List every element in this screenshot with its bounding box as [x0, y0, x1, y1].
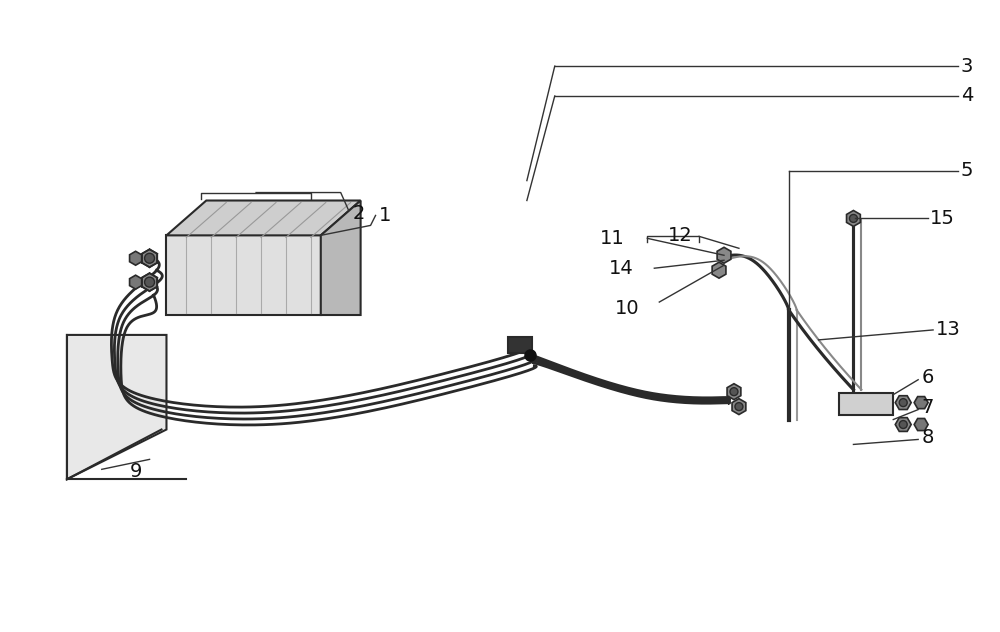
Polygon shape [712, 262, 726, 278]
Bar [839, 392, 893, 415]
Polygon shape [914, 397, 928, 409]
Polygon shape [732, 399, 746, 415]
Circle shape [145, 253, 155, 264]
Polygon shape [321, 200, 361, 315]
Polygon shape [166, 235, 321, 315]
Text: 6: 6 [921, 368, 934, 387]
Polygon shape [895, 396, 911, 410]
Text: 10: 10 [615, 298, 639, 317]
Circle shape [145, 277, 155, 287]
Polygon shape [727, 384, 741, 399]
Text: 2: 2 [353, 204, 365, 223]
Polygon shape [717, 247, 731, 264]
Polygon shape [895, 418, 911, 432]
Polygon shape [847, 210, 860, 226]
Polygon shape [166, 200, 361, 235]
Text: 11: 11 [600, 229, 624, 248]
Text: 9: 9 [130, 462, 142, 481]
Polygon shape [142, 249, 157, 267]
Text: 5: 5 [961, 161, 973, 180]
Text: 4: 4 [961, 87, 973, 106]
Circle shape [899, 399, 907, 406]
Polygon shape [914, 418, 928, 430]
Circle shape [735, 403, 743, 411]
Circle shape [730, 387, 738, 396]
Bar [508, 337, 532, 353]
Text: 8: 8 [921, 428, 934, 447]
Polygon shape [142, 273, 157, 291]
Circle shape [849, 214, 857, 222]
Text: 14: 14 [609, 258, 633, 277]
Text: 1: 1 [379, 206, 391, 225]
Polygon shape [130, 252, 142, 265]
Polygon shape [67, 335, 166, 479]
Circle shape [899, 420, 907, 428]
Text: 15: 15 [930, 209, 955, 228]
Polygon shape [130, 275, 142, 289]
Text: 13: 13 [936, 320, 961, 339]
Text: 7: 7 [921, 398, 934, 417]
Text: 3: 3 [961, 57, 973, 76]
Text: 12: 12 [668, 226, 693, 245]
